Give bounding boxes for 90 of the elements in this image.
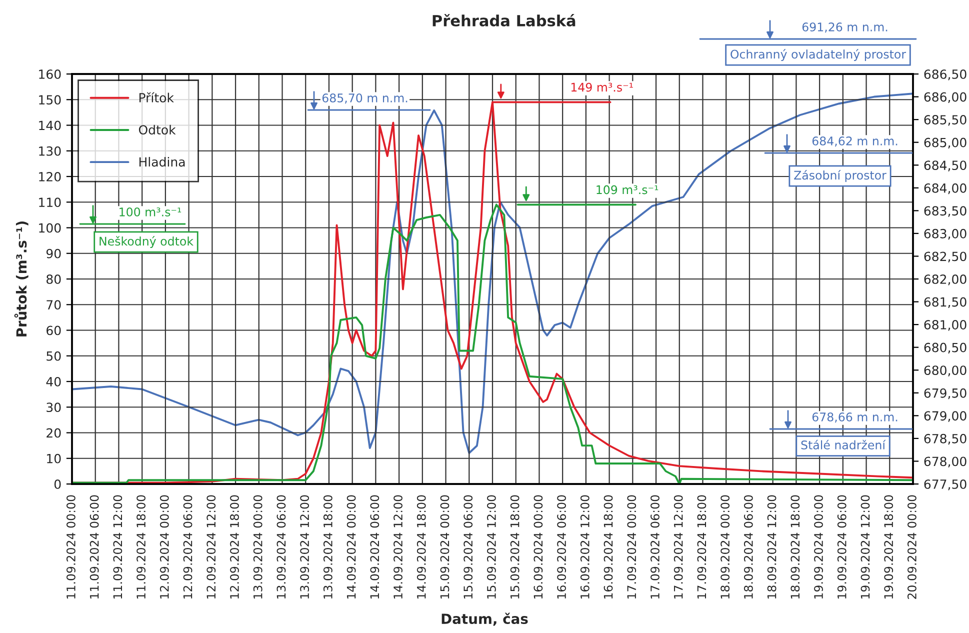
- x-tick-label: 15.09.2024 18:00: [510, 495, 520, 598]
- x-tick-label: 15.09.2024 12:00: [486, 495, 496, 598]
- x-tick-label: 15.09.2024 00:00: [440, 495, 450, 598]
- x-tick-label: 12.09.2024 00:00: [160, 495, 169, 598]
- x-tick-label: 18.09.2024 00:00: [720, 495, 730, 598]
- text: 691,26 m n.m.: [802, 22, 888, 33]
- y-tick-label: 0: [54, 479, 61, 489]
- annotation: Stálé nadržení: [801, 440, 886, 450]
- x-tick-label: 16.09.2024 00:00: [534, 495, 543, 598]
- y2-tick-label: 681,00: [924, 320, 966, 331]
- y-tick-label: 80: [46, 274, 61, 284]
- y2-tick-label: 679,00: [924, 411, 966, 422]
- y2-tick-label: 680,50: [924, 342, 966, 354]
- legend-label: Odtok: [138, 124, 176, 135]
- x-tick-label: 17.09.2024 06:00: [650, 495, 660, 598]
- y2-tick-label: 686,50: [924, 69, 966, 80]
- y-tick-label: 130: [39, 146, 61, 156]
- x-tick-label: 12.09.2024 12:00: [206, 495, 216, 598]
- y2-tick-label: 677,50: [924, 479, 966, 490]
- text: Ochranný ovladatelný prostor: [730, 49, 906, 61]
- x-tick-label: 13.09.2024 00:00: [253, 495, 262, 598]
- x-tick-label: 12.09.2024 18:00: [230, 495, 239, 598]
- y-tick-label: 160: [39, 69, 61, 79]
- x-tick-label: 13.09.2024 18:00: [323, 495, 332, 598]
- y2-tick-label: 681,50: [924, 297, 966, 308]
- annotation: Neškodný odtok: [100, 236, 194, 248]
- x-tick-label: 13.09.2024 06:00: [276, 495, 286, 598]
- annotation: 685,70 m n.m.: [322, 93, 408, 104]
- x-tick-label: 16.09.2024 06:00: [557, 495, 566, 598]
- y-tick-label: 90: [46, 248, 61, 258]
- annotation: 678,66 m n.m.: [812, 412, 898, 423]
- x-tick-label: 12.09.2024 06:00: [183, 495, 192, 598]
- chart-title: Přehrada Labská: [432, 14, 576, 26]
- x-tick-label: 13.09.2024 12:00: [300, 495, 310, 598]
- ref-line-label: 109 m³.s⁻¹: [596, 185, 658, 194]
- y-tick-label: 70: [46, 300, 61, 310]
- y2-tick-label: 685,50: [924, 115, 966, 126]
- y2-tick-label: 682,50: [924, 252, 966, 262]
- legend-label: Hladina: [139, 156, 185, 167]
- y-tick-label: 30: [46, 402, 61, 412]
- x-tick-label: 19.09.2024 12:00: [860, 495, 870, 598]
- x-tick-label: 18.09.2024 12:00: [767, 495, 776, 598]
- x-tick-label: 15.09.2024 06:00: [464, 495, 473, 598]
- x-tick-label: 11.09.2024 00:00: [66, 495, 76, 598]
- y2-tick-label: 683,00: [924, 228, 966, 240]
- y2-tick-label: 679,50: [924, 388, 966, 400]
- x-tick-label: 17.09.2024 12:00: [674, 495, 683, 598]
- y-tick-label: 40: [46, 376, 61, 386]
- y-tick-label: 100: [39, 223, 61, 233]
- x-tick-label: 11.09.2024 18:00: [136, 495, 146, 598]
- x-tick-label: 19.09.2024 00:00: [814, 495, 823, 598]
- x-tick-label: 16.09.2024 12:00: [580, 495, 590, 598]
- y-tick-label: 110: [39, 198, 61, 208]
- x-tick-label: 16.09.2024 18:00: [604, 495, 613, 598]
- y2-tick-label: 685,00: [924, 138, 966, 149]
- y2-tick-label: 682,00: [924, 274, 966, 286]
- x-tick-label: 14.09.2024 00:00: [346, 495, 356, 598]
- x-tick-label: 17.09.2024 18:00: [697, 495, 706, 598]
- y2-tick-label: 684,50: [924, 160, 966, 172]
- x-tick-label: 19.09.2024 18:00: [884, 495, 894, 598]
- y2-tick-label: 678,00: [924, 456, 966, 468]
- y-tick-label: 120: [39, 172, 61, 182]
- x-tick-label: 20.09.2024 00:00: [907, 495, 916, 599]
- x-tick-label: 18.09.2024 18:00: [790, 495, 800, 598]
- annotation: Zásobní prostor: [794, 170, 886, 182]
- y2-tick-label: 678,50: [924, 434, 966, 445]
- x-tick-label: 14.09.2024 18:00: [416, 495, 426, 598]
- x-tick-label: 18.09.2024 06:00: [744, 495, 753, 598]
- y-tick-label: 50: [46, 351, 61, 361]
- x-axis-title: Datum, čas: [442, 612, 528, 626]
- x-tick-label: 14.09.2024 06:00: [370, 495, 380, 598]
- y-tick-label: 60: [46, 326, 61, 336]
- annotation: 684,62 m n.m.: [812, 136, 898, 147]
- y2-tick-label: 680,00: [924, 366, 966, 376]
- y2-tick-label: 684,00: [924, 183, 966, 194]
- legend-label: Přítok: [139, 92, 174, 102]
- x-tick-label: 11.09.2024 06:00: [90, 495, 99, 598]
- y-tick-label: 140: [39, 120, 61, 130]
- x-tick-label: 11.09.2024 12:00: [113, 495, 122, 598]
- y2-tick-label: 686,00: [924, 92, 966, 103]
- ref-line-label: 149 m³.s⁻¹: [571, 82, 633, 92]
- y2-tick-label: 683,50: [924, 206, 966, 217]
- y-tick-label: 10: [47, 454, 61, 464]
- y-axis-title: Průtok (m³.s⁻¹): [14, 222, 28, 336]
- annotation: 100 m³.s⁻¹: [120, 207, 182, 216]
- y-tick-label: 150: [39, 95, 61, 105]
- y-tick-label: 20: [46, 428, 61, 438]
- x-tick-label: 14.09.2024 12:00: [394, 495, 402, 598]
- x-tick-label: 17.09.2024 00:00: [627, 495, 636, 598]
- x-tick-label: 19.09.2024 06:00: [837, 495, 846, 598]
